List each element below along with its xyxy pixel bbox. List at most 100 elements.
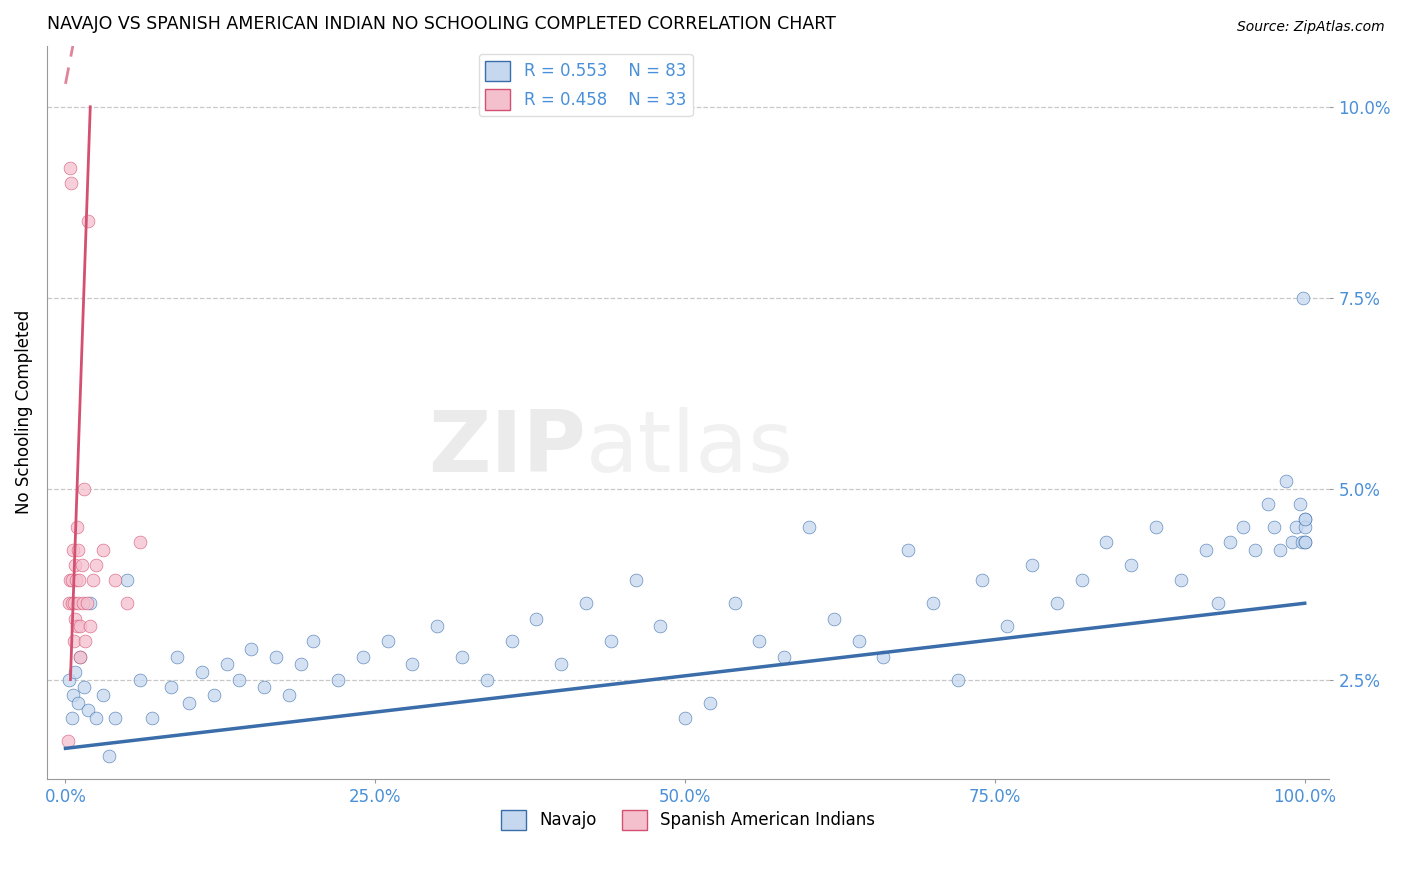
Point [426,619,449,633]
Point [1275,474,1298,488]
Point [63,558,86,572]
Point [624,574,647,588]
Point [104,711,127,725]
Point [72,596,94,610]
Point [76,214,98,228]
Point [62,688,84,702]
Point [326,673,349,687]
Point [215,657,238,672]
Point [1144,520,1167,534]
Point [1021,558,1043,572]
Point [995,619,1018,633]
Point [575,596,598,610]
Point [290,657,312,672]
Point [1244,542,1267,557]
Point [60,711,83,725]
Point [56,733,79,747]
Point [79,596,101,610]
Point [1046,596,1069,610]
Point [650,619,672,633]
Point [1285,520,1308,534]
Point [69,649,91,664]
Point [60,596,83,610]
Point [67,574,90,588]
Point [86,558,108,572]
Point [1294,535,1316,549]
Point [673,711,696,725]
Point [1294,512,1316,526]
Point [797,520,820,534]
Point [70,558,93,572]
Point [1206,596,1229,610]
Point [550,657,572,672]
Point [1121,558,1143,572]
Point [1292,291,1315,305]
Point [1257,497,1279,511]
Point [872,649,894,664]
Point [69,619,91,633]
Point [141,711,163,725]
Point [65,665,87,679]
Point [59,161,82,175]
Point [73,680,96,694]
Text: atlas: atlas [585,408,793,491]
Point [58,596,80,610]
Point [352,649,374,664]
Y-axis label: No Schooling Completed: No Schooling Completed [15,310,32,515]
Point [1294,520,1316,534]
Point [1232,520,1254,534]
Point [277,688,299,702]
Point [1294,512,1316,526]
Point [97,749,120,764]
Point [60,574,83,588]
Point [475,673,498,687]
Point [599,634,621,648]
Text: ZIP: ZIP [427,408,585,491]
Point [179,696,201,710]
Point [166,649,188,664]
Point [202,688,225,702]
Point [128,535,150,549]
Point [240,642,263,657]
Point [1268,542,1291,557]
Point [58,673,80,687]
Point [60,176,83,190]
Point [748,634,770,648]
Point [86,711,108,725]
Point [117,574,139,588]
Point [773,649,796,664]
Point [1288,497,1310,511]
Point [59,574,82,588]
Point [1170,574,1192,588]
Point [1095,535,1118,549]
Point [66,619,89,633]
Point [922,596,945,610]
Point [65,574,87,588]
Point [69,649,91,664]
Point [377,634,399,648]
Point [228,673,250,687]
Point [823,611,845,625]
Point [62,542,84,557]
Point [897,542,920,557]
Point [451,649,474,664]
Legend: Navajo, Spanish American Indians: Navajo, Spanish American Indians [495,803,882,837]
Point [972,574,994,588]
Point [91,542,114,557]
Point [724,596,747,610]
Point [401,657,423,672]
Point [1219,535,1241,549]
Point [117,596,139,610]
Point [524,611,547,625]
Point [67,596,90,610]
Point [159,680,181,694]
Point [1291,535,1313,549]
Point [91,688,114,702]
Point [848,634,870,648]
Point [1070,574,1092,588]
Point [79,619,101,633]
Point [946,673,969,687]
Point [699,696,721,710]
Point [76,596,98,610]
Point [66,542,89,557]
